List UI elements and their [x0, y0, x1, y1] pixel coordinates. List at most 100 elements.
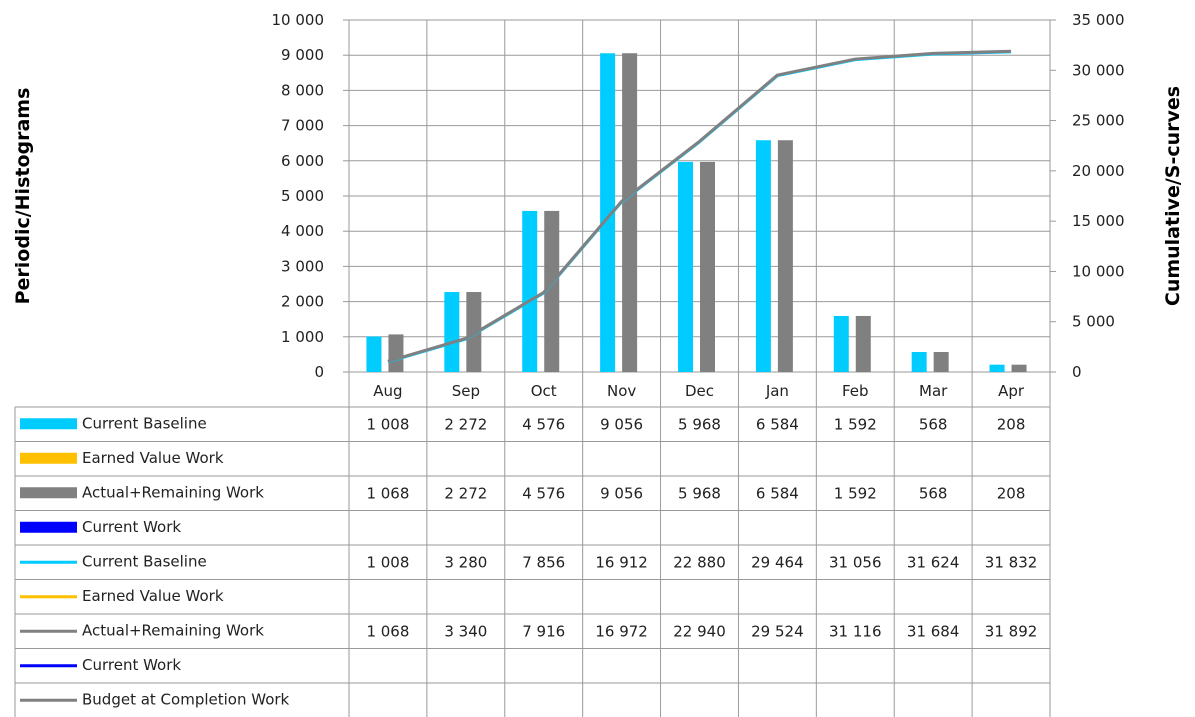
y-right-tick-label: 25 000: [1072, 112, 1125, 130]
table-cell-value: 31 624: [907, 553, 960, 571]
bar-actual-remaining-mar: [933, 352, 949, 372]
y-right-tick-label: 35 000: [1072, 11, 1125, 29]
x-category-label: Mar: [919, 382, 948, 400]
table-cell-value: 208: [997, 415, 1026, 433]
table-cell-value: 29 464: [751, 553, 804, 571]
bar-current-baseline-dec: [678, 161, 693, 372]
y-right-tick-label: 0: [1072, 363, 1082, 381]
y-left-tick-label: 5 000: [281, 187, 324, 205]
legend-swatch-bar: [20, 487, 77, 499]
line-series: [387, 49, 1012, 364]
y-left-tick-label: 7 000: [281, 117, 324, 135]
bar-current-baseline-sep: [444, 292, 460, 372]
y-left-tick-label: 1 000: [281, 328, 324, 346]
bar-series: [366, 53, 1027, 373]
legend-swatch-bar: [20, 418, 77, 430]
x-category-label: Feb: [842, 382, 869, 400]
table-cell-value: 22 880: [673, 553, 726, 571]
y-right-tick-label: 20 000: [1072, 162, 1125, 180]
table-cell-value: 568: [919, 415, 948, 433]
legend-label: Earned Value Work: [82, 587, 224, 605]
legend-label: Earned Value Work: [82, 449, 224, 467]
x-category-label: Aug: [373, 382, 402, 400]
table-cell-value: 1 592: [834, 484, 877, 502]
table-cell-value: 1 068: [366, 484, 409, 502]
bar-current-baseline-nov: [600, 53, 616, 373]
legend-label: Budget at Completion Work: [82, 690, 290, 708]
table-cell-value: 22 940: [673, 622, 726, 640]
bar-current-baseline-aug: [366, 336, 382, 372]
y-left-tick-label: 10 000: [272, 11, 325, 29]
table-cell-value: 31 832: [985, 553, 1038, 571]
table-cell-value: 16 912: [595, 553, 648, 571]
legend-swatch-bar: [20, 452, 77, 464]
line-current-baseline: [387, 50, 1012, 364]
x-category-label: Nov: [607, 382, 636, 400]
table-cell-value: 31 892: [985, 622, 1038, 640]
y-left-tick-label: 8 000: [281, 81, 324, 99]
table-cell-value: 6 584: [756, 415, 799, 433]
bar-actual-remaining-oct: [544, 210, 560, 372]
table-cell-value: 208: [997, 484, 1026, 502]
table-cell-value: 2 272: [444, 484, 487, 502]
legend-label: Actual+Remaining Work: [82, 621, 264, 639]
bar-actual-remaining-nov: [622, 53, 638, 373]
table-cell-value: 1 592: [834, 415, 877, 433]
y-right-tick-label: 15 000: [1072, 212, 1125, 230]
y-right-tick-label: 30 000: [1072, 61, 1125, 79]
table-cell-value: 29 524: [751, 622, 804, 640]
table-cell-value: 3 280: [444, 553, 487, 571]
table-cell-value: 1 068: [366, 622, 409, 640]
bar-actual-remaining-feb: [855, 315, 871, 372]
legend-label: Current Work: [82, 518, 181, 536]
table-cell-value: 7 856: [522, 553, 565, 571]
y-left-tick-label: 0: [314, 363, 324, 381]
y-right-axis-title: Cumulative/S-curves: [1162, 86, 1184, 306]
x-category-label: Apr: [998, 382, 1025, 400]
legend-swatch-bar: [20, 521, 77, 533]
table-cell-value: 2 272: [444, 415, 487, 433]
x-category-label: Sep: [452, 382, 480, 400]
bar-current-baseline-feb: [833, 315, 849, 372]
legend-label: Current Baseline: [82, 414, 207, 432]
y-left-axis-title: Periodic/Histograms: [12, 88, 34, 305]
table-cell-value: 16 972: [595, 622, 648, 640]
bar-actual-remaining-jan: [777, 140, 793, 372]
table-cell-value: 9 056: [600, 415, 643, 433]
y-right-tick-label: 10 000: [1072, 262, 1125, 280]
table-cell-value: 1 008: [366, 415, 409, 433]
bar-actual-remaining-dec: [700, 161, 715, 372]
table-cell-value: 4 576: [522, 484, 565, 502]
table-cell-value: 9 056: [600, 484, 643, 502]
y-left-tick-label: 6 000: [281, 152, 324, 170]
legend-label: Current Baseline: [82, 552, 207, 570]
table-cell-value: 6 584: [756, 484, 799, 502]
table-cell-value: 5 968: [678, 484, 721, 502]
bar-current-baseline-apr: [989, 364, 1005, 372]
x-category-label: Oct: [531, 382, 557, 400]
table-cell-value: 1 008: [366, 553, 409, 571]
legend-label: Actual+Remaining Work: [82, 483, 264, 501]
y-left-tick-label: 4 000: [281, 222, 324, 240]
y-left-tick-label: 2 000: [281, 293, 324, 311]
bar-current-baseline-oct: [522, 210, 538, 372]
x-category-label: Jan: [765, 382, 789, 400]
plot-grid: [343, 19, 1056, 373]
table-cell-value: 31 684: [907, 622, 960, 640]
table-cell-value: 7 916: [522, 622, 565, 640]
bar-actual-remaining-apr: [1011, 364, 1027, 372]
bar-current-baseline-mar: [911, 352, 927, 372]
table-cell-value: 3 340: [444, 622, 487, 640]
bar-current-baseline-jan: [755, 140, 771, 372]
table-cell-value: 568: [919, 484, 948, 502]
table-cell-value: 31 056: [829, 553, 882, 571]
axis-ticks: 0 1 000 2 000 3 000 4 000 5 000 6 000 7 000 8 00…: [272, 11, 1125, 381]
table-cell-value: 31 116: [829, 622, 882, 640]
y-right-tick-label: 5 000: [1072, 313, 1115, 331]
bar-actual-remaining-aug: [388, 334, 404, 372]
table-cell-value: 5 968: [678, 415, 721, 433]
line-actual-remaining: [387, 49, 1012, 363]
table-cell-value: 4 576: [522, 415, 565, 433]
y-left-tick-label: 3 000: [281, 257, 324, 275]
